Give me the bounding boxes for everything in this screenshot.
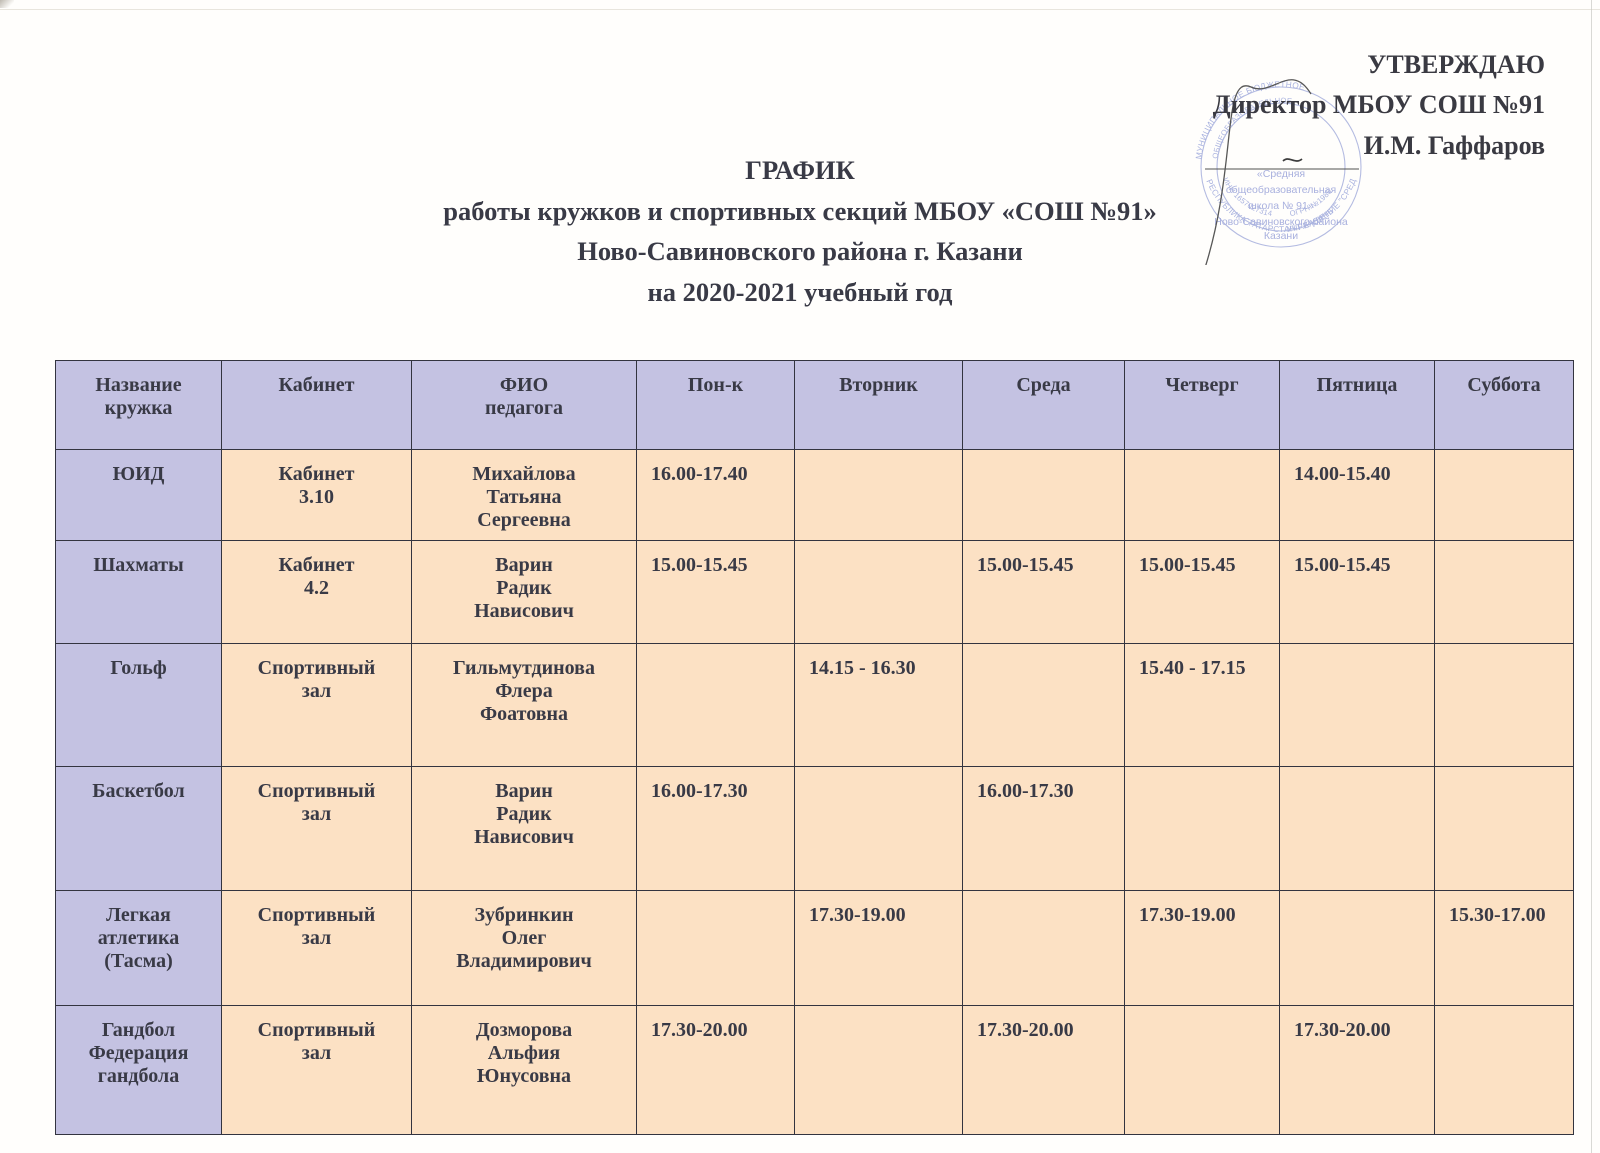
svg-text:Казани: Казани [1264,230,1298,242]
svg-text:общеобразовательная: общеобразовательная [1226,184,1336,196]
svg-text:школа № 91»: школа № 91» [1248,200,1313,212]
svg-text:Ново-Савиновского района: Ново-Савиновского района [1214,216,1348,228]
svg-text:«Средняя: «Средняя [1257,168,1305,180]
